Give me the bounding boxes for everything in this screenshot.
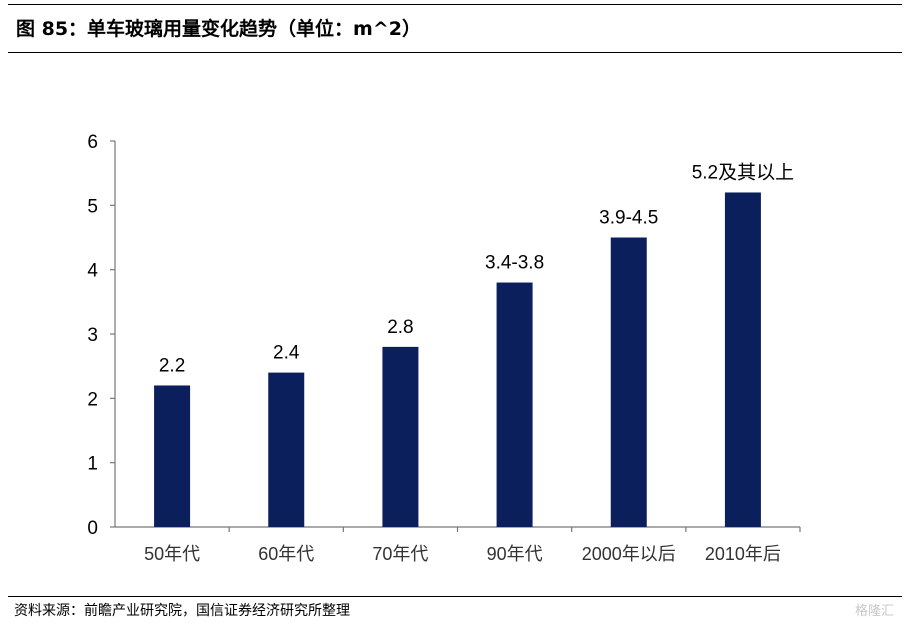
x-tick-label: 70年代 xyxy=(372,544,428,564)
top-rule xyxy=(8,4,902,5)
x-tick-label: 2000年以后 xyxy=(582,544,676,564)
bar xyxy=(268,372,305,527)
bar xyxy=(496,282,533,527)
y-tick-label: 3 xyxy=(87,325,98,346)
x-tick-label: 50年代 xyxy=(144,544,200,564)
x-tick-label: 90年代 xyxy=(487,544,543,564)
data-label: 2.2 xyxy=(159,355,185,376)
y-tick-label: 5 xyxy=(87,196,98,217)
bar xyxy=(610,237,647,527)
y-tick-label: 2 xyxy=(87,389,98,410)
x-tick-label: 2010年后 xyxy=(705,544,781,564)
y-tick-label: 6 xyxy=(87,132,98,153)
y-tick-label: 1 xyxy=(87,454,98,475)
data-label: 5.2及其以上 xyxy=(692,161,794,183)
watermark-logo: 格隆汇 xyxy=(854,604,894,619)
data-label: 2.8 xyxy=(387,317,413,338)
x-tick-label: 60年代 xyxy=(258,544,314,564)
chart-bars xyxy=(154,192,761,527)
chart-labels: 2.2 50年代 2.4 60年代 2.8 70年代 3.4-3.8 90年代 3.9-4.5 2… xyxy=(144,161,794,564)
y-tick-label: 4 xyxy=(87,261,98,282)
data-label: 2.4 xyxy=(273,343,300,364)
title-rule xyxy=(8,52,902,53)
y-tick-label: 0 xyxy=(87,518,98,539)
chart-axes: 0 1 2 3 4 5 6 xyxy=(87,132,801,539)
bottom-rule xyxy=(8,596,902,597)
data-label: 3.4-3.8 xyxy=(485,253,544,274)
source-note: 资料来源：前瞻产业研究院，国信证券经济研究所整理 xyxy=(14,603,350,619)
bar xyxy=(154,385,191,527)
figure-title: 图 85：单车玻璃用量变化趋势（单位：m^2） xyxy=(16,18,421,40)
bar xyxy=(382,346,419,527)
data-label: 3.9-4.5 xyxy=(599,208,658,229)
bar xyxy=(724,192,761,527)
